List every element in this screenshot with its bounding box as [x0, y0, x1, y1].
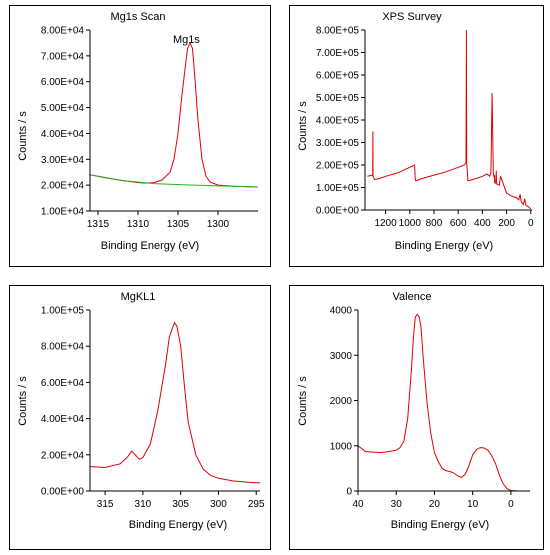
- x-tick-label: 0: [528, 218, 534, 229]
- y-tick-label: 1.00E+05: [316, 183, 360, 194]
- y-tick-label: 3.00E+05: [316, 138, 360, 149]
- x-tick-label: 295: [248, 499, 265, 510]
- x-tick-label: 300: [210, 499, 227, 510]
- y-tick-label: 2.00E+05: [316, 161, 360, 172]
- y-tick-label: 8.00E+04: [41, 26, 85, 37]
- x-tick-label: 1300: [207, 219, 230, 230]
- chart-title: XPS Survey: [382, 11, 442, 23]
- y-tick-label: 3000: [330, 351, 353, 362]
- y-tick-label: 4.00E+04: [41, 414, 85, 425]
- chart-panel-xps-survey: XPS Survey Binding Energy (eV) Counts / …: [289, 5, 544, 267]
- y-tick-label: 2.00E+04: [41, 181, 85, 192]
- chart-title: MgKL1: [121, 291, 156, 303]
- y-tick-label: 0.00E+00: [316, 206, 360, 217]
- y-tick-label: 2000: [330, 396, 353, 407]
- chart-panel-mg1s: Mg1s Scan Binding Energy (eV) Counts / s…: [9, 5, 271, 267]
- y-tick-label: 2.00E+04: [41, 450, 85, 461]
- x-tick-label: 600: [450, 218, 467, 229]
- x-tick-label: 1305: [167, 219, 190, 230]
- series-line: [367, 30, 532, 210]
- y-tick-label: 8.00E+05: [316, 26, 360, 37]
- x-tick-label: 20: [429, 499, 441, 510]
- y-tick-label: 1.00E+05: [41, 306, 85, 317]
- x-tick-label: 315: [97, 499, 114, 510]
- y-tick-label: 0: [346, 487, 352, 498]
- y-axis-label: Counts / s: [297, 101, 309, 151]
- y-tick-label: 8.00E+04: [41, 342, 85, 353]
- x-tick-label: 30: [391, 499, 403, 510]
- y-axis-label: Counts / s: [17, 111, 29, 161]
- y-tick-label: 1000: [330, 441, 353, 452]
- x-tick-label: 1000: [399, 218, 422, 229]
- x-axis-label: Binding Energy (eV): [395, 240, 493, 252]
- series-line: [358, 313, 530, 491]
- plot-area: 315 310 305 300 295 0.00E+00 2.00E+04 4.00E+04 6…: [41, 306, 265, 511]
- chart-svg-xps-survey: XPS Survey Binding Energy (eV) Counts / …: [297, 11, 534, 252]
- x-tick-label: 310: [135, 499, 152, 510]
- chart-svg-valence: Valence Binding Energy (eV) Counts / s 4…: [297, 291, 530, 531]
- y-axis-label: Counts / s: [297, 376, 309, 426]
- x-tick-label: 40: [352, 499, 364, 510]
- x-tick-label: 1315: [87, 219, 110, 230]
- y-axis-label: Counts / s: [17, 376, 29, 426]
- y-tick-label: 4000: [330, 306, 353, 317]
- chart-svg-mgkl1: MgKL1 Binding Energy (eV) Counts / s 315…: [17, 291, 265, 531]
- plot-area: 1200 1000 800 600 400 200 0 0.00E+00 1.00E+05 2.0…: [316, 26, 534, 230]
- x-tick-label: 0: [508, 499, 514, 510]
- y-tick-label: 5.00E+05: [316, 93, 360, 104]
- series-line: [90, 321, 260, 484]
- y-tick-label: 4.00E+04: [41, 129, 85, 140]
- y-tick-label: 7.00E+05: [316, 48, 360, 59]
- y-tick-label: 6.00E+04: [41, 378, 85, 389]
- y-tick-label: 7.00E+04: [41, 51, 85, 62]
- chart-svg-mg1s: Mg1s Scan Binding Energy (eV) Counts / s…: [17, 11, 258, 252]
- chart-title: Mg1s Scan: [110, 11, 165, 23]
- y-tick-label: 0.00E+00: [41, 487, 85, 498]
- x-axis-label: Binding Energy (eV): [391, 519, 489, 531]
- chart-title: Valence: [393, 291, 432, 303]
- x-axis-label: Binding Energy (eV): [101, 240, 199, 252]
- background-line: [90, 174, 258, 188]
- chart-panel-valence: Valence Binding Energy (eV) Counts / s 4…: [289, 285, 544, 550]
- y-tick-label: 3.00E+04: [41, 155, 85, 166]
- y-tick-label: 6.00E+04: [41, 77, 85, 88]
- y-tick-label: 1.00E+04: [41, 207, 85, 218]
- x-tick-label: 1310: [127, 219, 150, 230]
- x-tick-label: 400: [474, 218, 491, 229]
- chart-panel-mgkl1: MgKL1 Binding Energy (eV) Counts / s 315…: [9, 285, 271, 550]
- plot-area: 1315 1310 1305 1300 1.00E+04 2.00E+04 3.00E+04…: [41, 26, 258, 230]
- y-tick-label: 5.00E+04: [41, 103, 85, 114]
- y-tick-label: 6.00E+05: [316, 71, 360, 82]
- x-tick-label: 800: [426, 218, 443, 229]
- x-tick-label: 10: [467, 499, 479, 510]
- series-line: [90, 41, 258, 188]
- peak-annotation: Mg1s: [173, 34, 200, 46]
- x-tick-label: 1200: [374, 218, 397, 229]
- x-tick-label: 200: [498, 218, 515, 229]
- y-tick-label: 4.00E+05: [316, 116, 360, 127]
- x-axis-label: Binding Energy (eV): [129, 519, 227, 531]
- x-tick-label: 305: [172, 499, 189, 510]
